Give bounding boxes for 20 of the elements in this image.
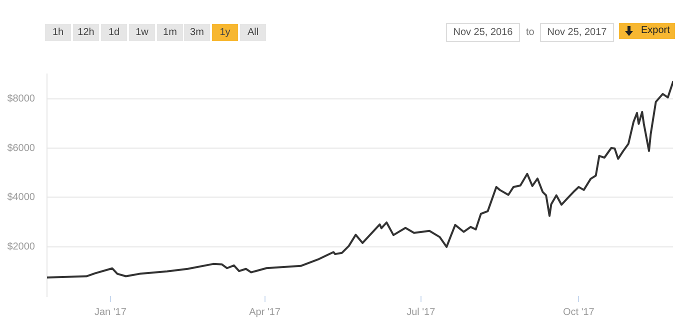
text: Nov 25, 2017 (540, 23, 614, 42)
x-tick-label: Jan '17 (94, 306, 127, 318)
text: 1y (212, 24, 238, 41)
y-tick-label: $6000 (7, 142, 36, 154)
y-tick-label: $2000 (7, 241, 36, 252)
x-tick-label: Apr '17 (249, 306, 281, 318)
text: 1d (101, 24, 127, 41)
text: 3m (184, 24, 210, 41)
text: Export (641, 24, 670, 38)
y-tick-label: $8000 (7, 93, 36, 104)
x-tick-label: Oct '17 (562, 306, 595, 318)
text: 12h (73, 24, 99, 41)
text: 1w (129, 24, 155, 41)
y-tick-label: $4000 (7, 192, 36, 204)
text: 1m (157, 24, 183, 41)
text: Nov 25, 2016 (446, 23, 520, 42)
text: to (526, 26, 534, 40)
x-tick-label: Jul '17 (406, 306, 436, 318)
text: All (240, 24, 266, 41)
text: 1h (45, 24, 71, 41)
